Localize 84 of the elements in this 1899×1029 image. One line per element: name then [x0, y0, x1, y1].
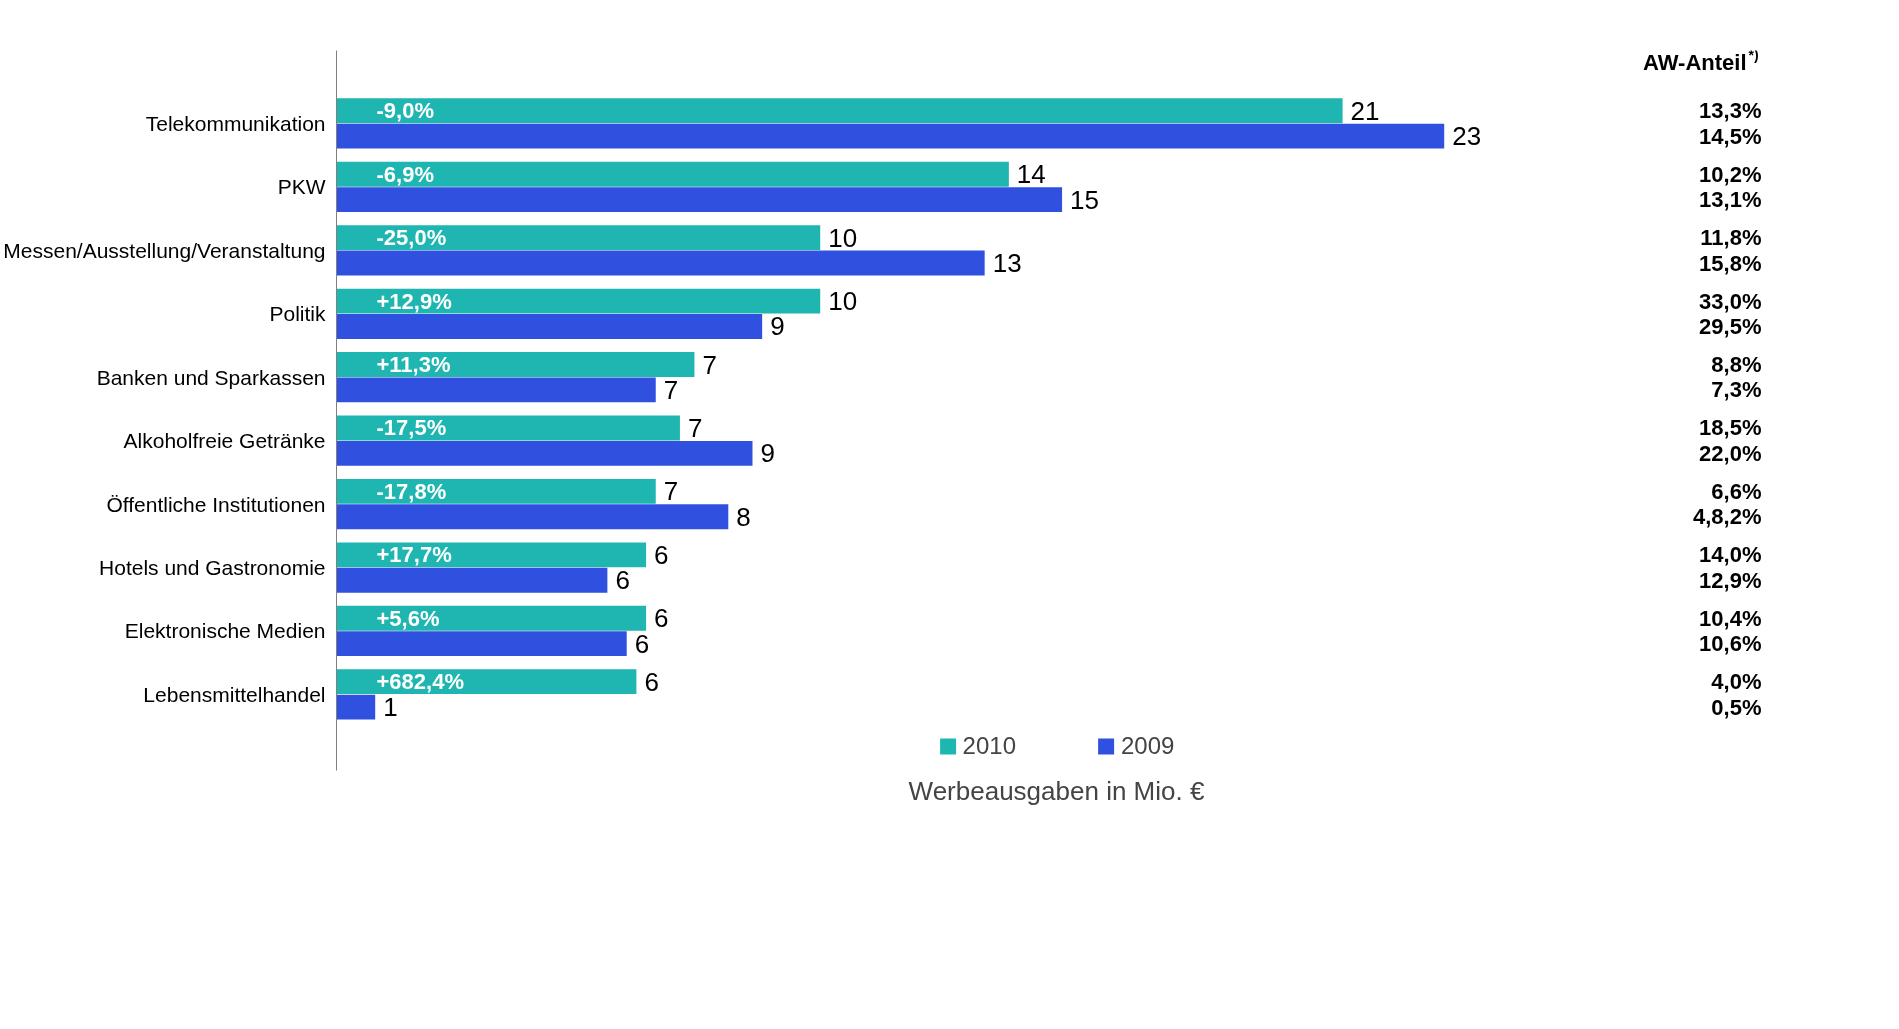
- bar: [336, 250, 985, 276]
- data-label: 7: [663, 476, 679, 507]
- text: 11,8%: [1700, 225, 1762, 251]
- text: 4,8,2%: [1693, 504, 1762, 530]
- legend-label: 2010: [962, 732, 1016, 760]
- data-label: 1: [383, 692, 398, 723]
- text: 13,1%: [1699, 187, 1762, 213]
- text: 33,0%: [1699, 288, 1762, 314]
- annotation: -17,8%: [376, 478, 447, 504]
- text: 8,8%: [1711, 352, 1762, 378]
- text: 14,5%: [1699, 123, 1762, 149]
- bar: [336, 288, 821, 314]
- bar: [336, 478, 656, 504]
- data-label: 7: [702, 349, 717, 380]
- bar: [336, 225, 821, 251]
- text: 0,5%: [1711, 694, 1762, 720]
- text: 4,0%: [1711, 669, 1762, 695]
- y-tick-label: Hotels und Gastronomie: [99, 556, 326, 579]
- data-label: 7: [663, 374, 679, 405]
- annotation: +682,4%: [376, 669, 464, 695]
- data-label: 10: [828, 222, 858, 253]
- data-label: 8: [736, 501, 751, 532]
- y-tick-label: Alkoholfreie Getränke: [123, 429, 326, 453]
- annotation: +17,7%: [376, 542, 452, 568]
- text: AW-Anteil*): [1643, 47, 1759, 76]
- bar: [336, 314, 763, 339]
- text: 18,5%: [1699, 415, 1762, 441]
- data-label: 23: [1452, 121, 1482, 152]
- bar: [336, 605, 647, 631]
- text: 6,6%: [1711, 478, 1762, 504]
- data-label: 6: [615, 565, 630, 596]
- bar: [336, 542, 647, 568]
- bar: [336, 187, 1063, 213]
- legend-label: 2009: [1121, 732, 1175, 760]
- data-label: 13: [992, 248, 1022, 279]
- bar: [336, 440, 753, 466]
- text: 15,8%: [1699, 250, 1762, 276]
- data-label: 6: [654, 539, 669, 570]
- data-label: 21: [1350, 95, 1380, 126]
- text: 29,5%: [1699, 313, 1762, 339]
- y-tick-label: Elektronische Medien: [124, 619, 326, 643]
- data-label: 6: [644, 666, 659, 697]
- text: 14,0%: [1699, 542, 1762, 568]
- y-tick-label: Öffentliche Institutionen: [106, 492, 326, 516]
- data-label: 15: [1070, 184, 1099, 215]
- text: 12,9%: [1699, 567, 1762, 593]
- bar: [336, 98, 1343, 124]
- annotation: -6,9%: [376, 161, 434, 187]
- bar: [336, 377, 656, 403]
- text: 7,3%: [1711, 377, 1762, 403]
- bar: [336, 631, 627, 657]
- y-tick-label: PKW: [277, 175, 326, 199]
- y-tick-label: Politik: [269, 302, 326, 326]
- y-tick-label: Banken und Sparkassen: [96, 365, 326, 389]
- annotation: -25,0%: [376, 225, 447, 251]
- data-label: 7: [687, 412, 703, 443]
- data-label: 10: [828, 286, 858, 317]
- text: 10,6%: [1699, 631, 1762, 657]
- annotation: -17,5%: [376, 415, 447, 441]
- bar: [336, 352, 695, 377]
- y-tick-label: Telekommunikation: [145, 111, 326, 135]
- data-label: 14: [1016, 159, 1046, 190]
- bar: [336, 504, 729, 530]
- annotation: +12,9%: [376, 288, 452, 314]
- data-label: 9: [770, 311, 785, 342]
- text: 10,2%: [1699, 161, 1762, 187]
- data-label: 6: [654, 603, 669, 634]
- bar: [336, 123, 1445, 149]
- annotation: -9,0%: [376, 98, 434, 124]
- bar: [336, 669, 637, 695]
- text: 13,3%: [1699, 98, 1762, 124]
- bar: [336, 415, 680, 441]
- annotation: +5,6%: [376, 605, 440, 631]
- bar: [336, 567, 608, 593]
- data-label: 9: [760, 438, 775, 469]
- y-tick-label: Lebensmittelhandel: [143, 682, 326, 706]
- x-axis-title: Werbeausgaben in Mio. €: [908, 775, 1205, 806]
- bar: [336, 161, 1009, 187]
- text: 10,4%: [1699, 605, 1762, 631]
- annotation: +11,3%: [376, 352, 451, 378]
- bar: [336, 694, 376, 720]
- y-tick-label: Messen/Ausstellung/Veranstaltung: [3, 238, 326, 262]
- text: 22,0%: [1699, 440, 1762, 466]
- data-label: 6: [634, 628, 650, 659]
